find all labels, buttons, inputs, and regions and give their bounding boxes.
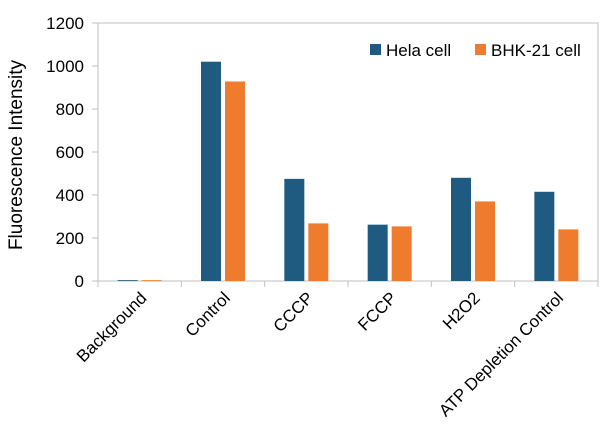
x-category-label: Control <box>182 288 234 340</box>
plot-area-border <box>97 22 599 282</box>
legend-swatch <box>475 44 486 55</box>
y-tick-label: 600 <box>56 143 84 162</box>
bar-bhk-21-cell-fccp <box>391 226 412 281</box>
legend: Hela cell BHK-21 cell <box>370 41 581 60</box>
bar-bhk-21-cell-cccp <box>308 223 329 281</box>
y-tick-label: 400 <box>56 186 84 205</box>
legend-label: BHK-21 cell <box>491 41 581 60</box>
legend-label: Hela cell <box>386 41 451 60</box>
legend-swatch <box>370 44 381 55</box>
x-category-label: Background <box>73 288 151 366</box>
y-axis: 0 200 400 600 800 1000 1200 <box>46 14 98 291</box>
bar-hela-cell-h2o2 <box>451 177 471 281</box>
y-tick-label: 1200 <box>46 14 84 33</box>
bar-hela-cell-fccp <box>367 224 388 281</box>
x-category-label: CCCP <box>270 288 317 335</box>
bar-hela-cell-control <box>201 61 221 282</box>
bar-bhk-21-cell-background <box>141 280 162 281</box>
bars <box>117 61 579 282</box>
bar-hela-cell-atp-depletion-control <box>534 191 555 281</box>
bar-hela-cell-cccp <box>284 178 305 281</box>
x-category-label: FCCP <box>354 288 400 334</box>
bar-hela-cell-background <box>117 280 138 281</box>
bar-bhk-21-cell-control <box>225 81 245 281</box>
y-tick-label: 800 <box>56 100 84 119</box>
bar-bhk-21-cell-atp-depletion-control <box>558 229 579 281</box>
y-axis-title: Fluorescence Intensity <box>6 59 27 250</box>
y-tick-label: 200 <box>56 229 84 248</box>
y-tick-label: 0 <box>75 272 84 291</box>
y-tick-label: 1000 <box>46 57 84 76</box>
x-category-label: H2O2 <box>439 288 484 333</box>
bar-bhk-21-cell-h2o2 <box>475 201 495 281</box>
